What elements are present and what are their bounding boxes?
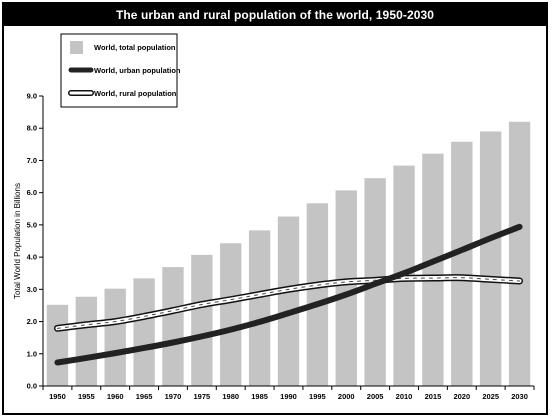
legend-swatch-total <box>70 41 83 54</box>
x-tick-label: 2030 <box>511 392 528 401</box>
chart-frame: The urban and rural population of the wo… <box>2 2 548 415</box>
x-tick-label: 1990 <box>280 392 297 401</box>
legend-label: World, rural population <box>94 89 177 98</box>
x-tick-label: 2025 <box>482 392 499 401</box>
x-tick-label: 1995 <box>309 392 326 401</box>
x-tick-label: 1975 <box>194 392 211 401</box>
bar-total-2015 <box>422 153 444 386</box>
lines-group <box>53 223 524 366</box>
x-tick-label: 1970 <box>165 392 182 401</box>
x-tick-label: 2015 <box>425 392 442 401</box>
bar-total-1975 <box>191 254 213 386</box>
bar-total-2030 <box>508 121 531 387</box>
x-tick-label: 1985 <box>251 392 268 401</box>
y-axis-label: Total World Population in Billions <box>13 183 22 299</box>
bar-total-1970 <box>162 267 184 386</box>
line-urban-population <box>54 223 523 366</box>
bar-total-1985 <box>248 230 271 386</box>
y-tick-label: 9.0 <box>27 92 37 101</box>
x-tick-label: 1955 <box>78 392 95 401</box>
y-tick-label: 5.0 <box>27 220 37 229</box>
y-tick-label: 6.0 <box>27 188 37 197</box>
x-tick-label: 1950 <box>49 392 66 401</box>
axes-group: 0.0 1.0 2.0 3.0 4.0 5.0 6.0 7.0 8.0 9.0 1950 1955 19… <box>27 92 535 401</box>
x-tick-label: 1965 <box>136 392 153 401</box>
bar-total-1960 <box>104 288 126 386</box>
y-tick-label: 3.0 <box>27 285 37 294</box>
y-tick-label: 2.0 <box>27 317 37 326</box>
bar-total-1990 <box>277 216 300 386</box>
bars-group <box>46 121 531 387</box>
x-tick-label: 2005 <box>367 392 384 401</box>
y-tick-label: 8.0 <box>27 124 37 133</box>
y-tick-label: 1.0 <box>27 349 37 358</box>
x-tick-label: 1960 <box>107 392 124 401</box>
chart-title: The urban and rural population of the wo… <box>4 4 546 26</box>
bar-total-1950 <box>46 304 69 386</box>
legend-label: World, urban population <box>94 66 181 75</box>
y-axis-label-group: Total World Population in Billions <box>13 183 22 299</box>
bar-total-1995 <box>306 203 329 386</box>
x-tick-label: 2020 <box>453 392 470 401</box>
legend: World, total population World, urban popu… <box>60 33 181 108</box>
legend-label: World, total population <box>94 43 176 52</box>
bar-total-1955 <box>75 296 98 386</box>
bar-total-2025 <box>479 131 502 386</box>
bar-total-2000 <box>335 190 357 386</box>
x-tick-label: 2010 <box>396 392 413 401</box>
x-tick-label: 1980 <box>222 392 239 401</box>
bar-total-1980 <box>220 243 242 386</box>
y-tick-label: 0.0 <box>27 382 37 391</box>
bar-total-1965 <box>133 278 155 386</box>
line-rural-texture <box>56 277 521 329</box>
bar-total-2020 <box>451 141 473 386</box>
chart-canvas: Total World Population in Billions 0.0 1.… <box>13 33 535 401</box>
x-tick-label: 2000 <box>338 392 355 401</box>
y-tick-label: 4.0 <box>27 253 37 262</box>
y-tick-label: 7.0 <box>27 156 37 165</box>
